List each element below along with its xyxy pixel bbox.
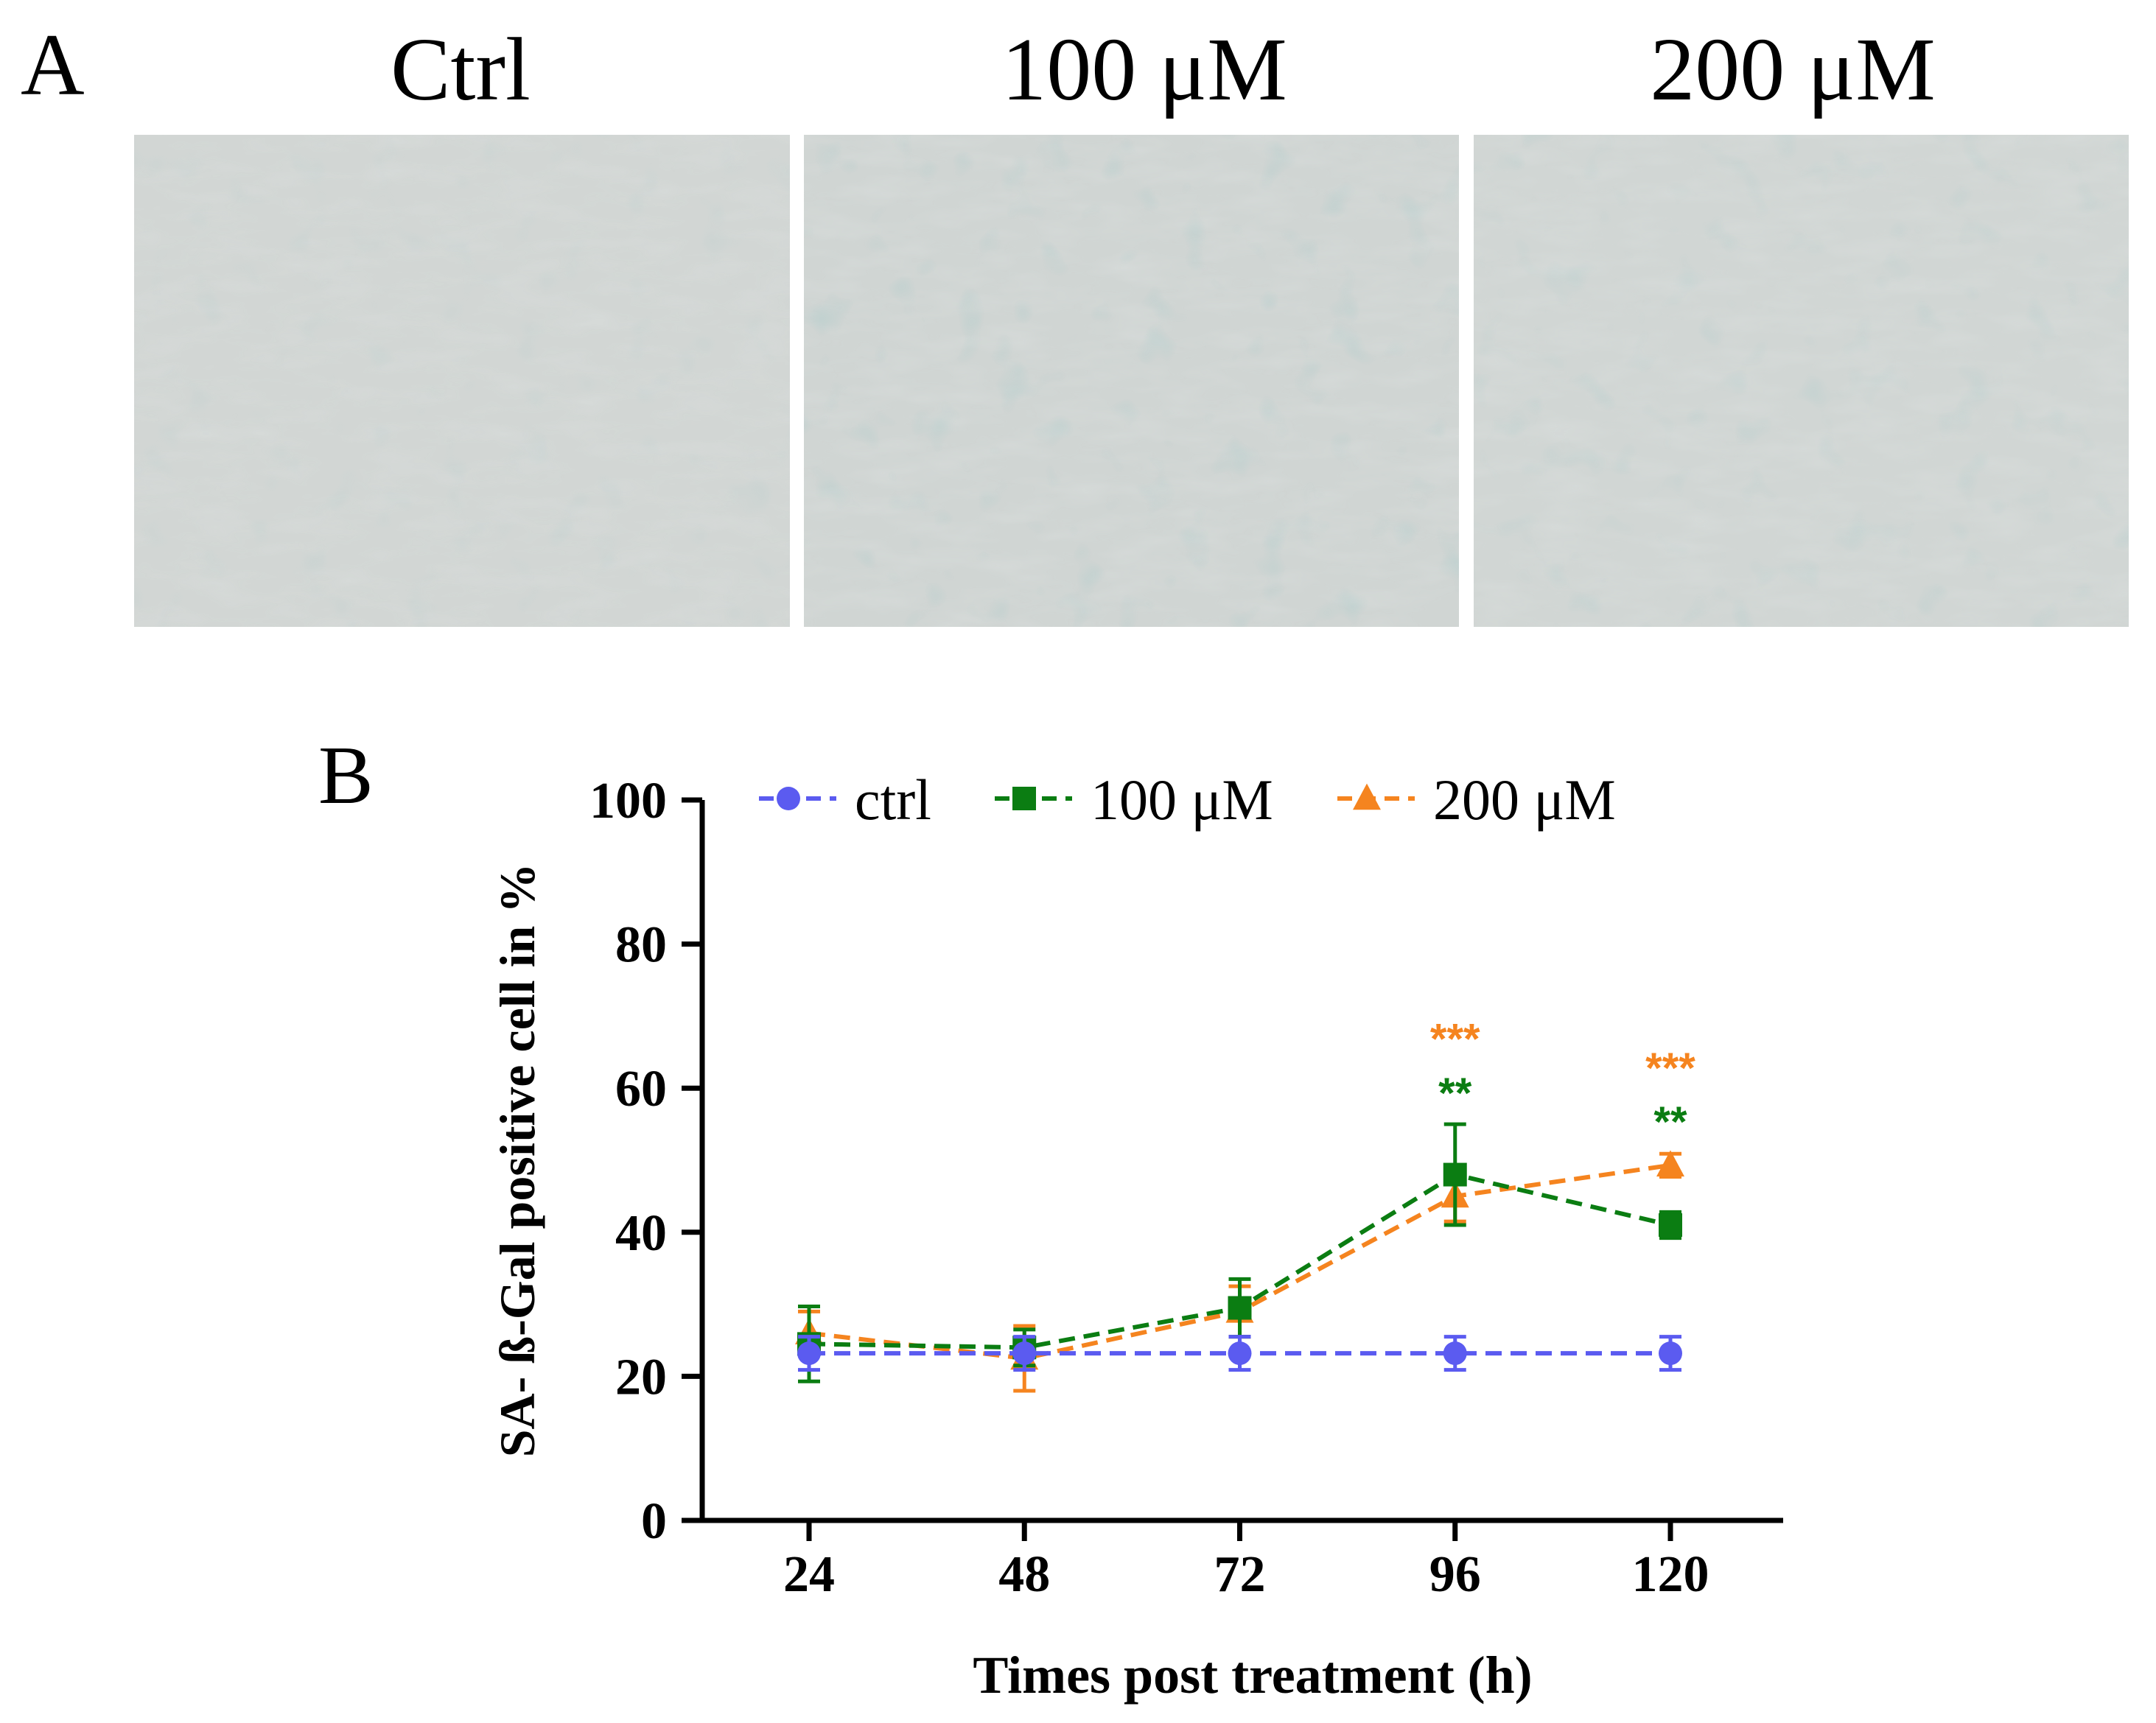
data-point-ctrl [1443,1341,1467,1366]
data-point-ctrl [1659,1341,1682,1366]
significance-annotation: *** [1645,1045,1695,1092]
significance-annotation: ** [1438,1070,1472,1117]
y-tick-label: 40 [615,1205,667,1262]
y-tick-label: 20 [615,1349,667,1406]
data-point-ctrl [1012,1341,1037,1366]
legend-marker-uM100 [1012,787,1036,810]
x-tick-label: 48 [998,1546,1050,1603]
y-tick-label: 100 [589,773,667,829]
data-point-uM100 [1443,1162,1467,1187]
image-title-200um: 200 μM [1650,20,1935,119]
y-tick-label: 80 [615,917,667,974]
data-point-ctrl [797,1341,821,1366]
data-point-uM200 [1656,1150,1684,1177]
series-layer [795,1122,1684,1393]
micrograph-ctrl [134,135,790,627]
legend-item-uM100: 100 μM [995,768,1273,832]
data-point-ctrl [1228,1341,1252,1366]
x-tick-label: 24 [783,1546,835,1603]
legend-label-uM100: 100 μM [1091,768,1273,832]
x-tick-label: 120 [1632,1546,1709,1603]
legend: ctrl 100 μM 200 μM [759,768,1616,832]
micrograph-200um [1474,135,2129,627]
image-title-100um: 100 μM [1001,20,1287,119]
y-tick-label: 0 [641,1493,667,1550]
x-ticks: 24 48 72 96 120 [783,1520,1709,1603]
legend-label-uM200: 200 μM [1433,768,1616,832]
panel-b-label: B [318,730,374,821]
image-title-ctrl: Ctrl [391,20,531,119]
y-tick-label: 60 [615,1061,667,1117]
panel-b: B ctrl 100 μM 200 μM 0 20 40 60 80 100 24 48 72 96… [318,730,1783,1705]
legend-item-ctrl: ctrl [759,768,931,832]
significance-annotation: ** [1653,1098,1687,1146]
significance-annotation: *** [1430,1016,1480,1064]
panel-a-label: A [21,15,85,113]
data-point-uM100 [1228,1296,1252,1320]
legend-item-uM200: 200 μM [1337,768,1616,832]
legend-marker-uM200 [1353,783,1381,810]
y-ticks: 0 20 40 60 80 100 [589,773,702,1550]
x-tick-label: 72 [1214,1546,1266,1603]
x-tick-label: 96 [1429,1546,1481,1603]
annotation-layer: ********** [1430,1016,1695,1146]
x-axis-label: Times post treatment (h) [973,1646,1532,1705]
series-ctrl [797,1335,1682,1372]
data-point-uM100 [1659,1213,1682,1238]
panel-a: A Ctrl 100 μM 200 μM [21,15,2129,627]
legend-label-ctrl: ctrl [855,768,931,832]
micrograph-100um [804,135,1459,627]
legend-marker-ctrl [777,787,800,810]
y-axis-label: SA- ß-Gal positive cell in % [489,863,545,1458]
